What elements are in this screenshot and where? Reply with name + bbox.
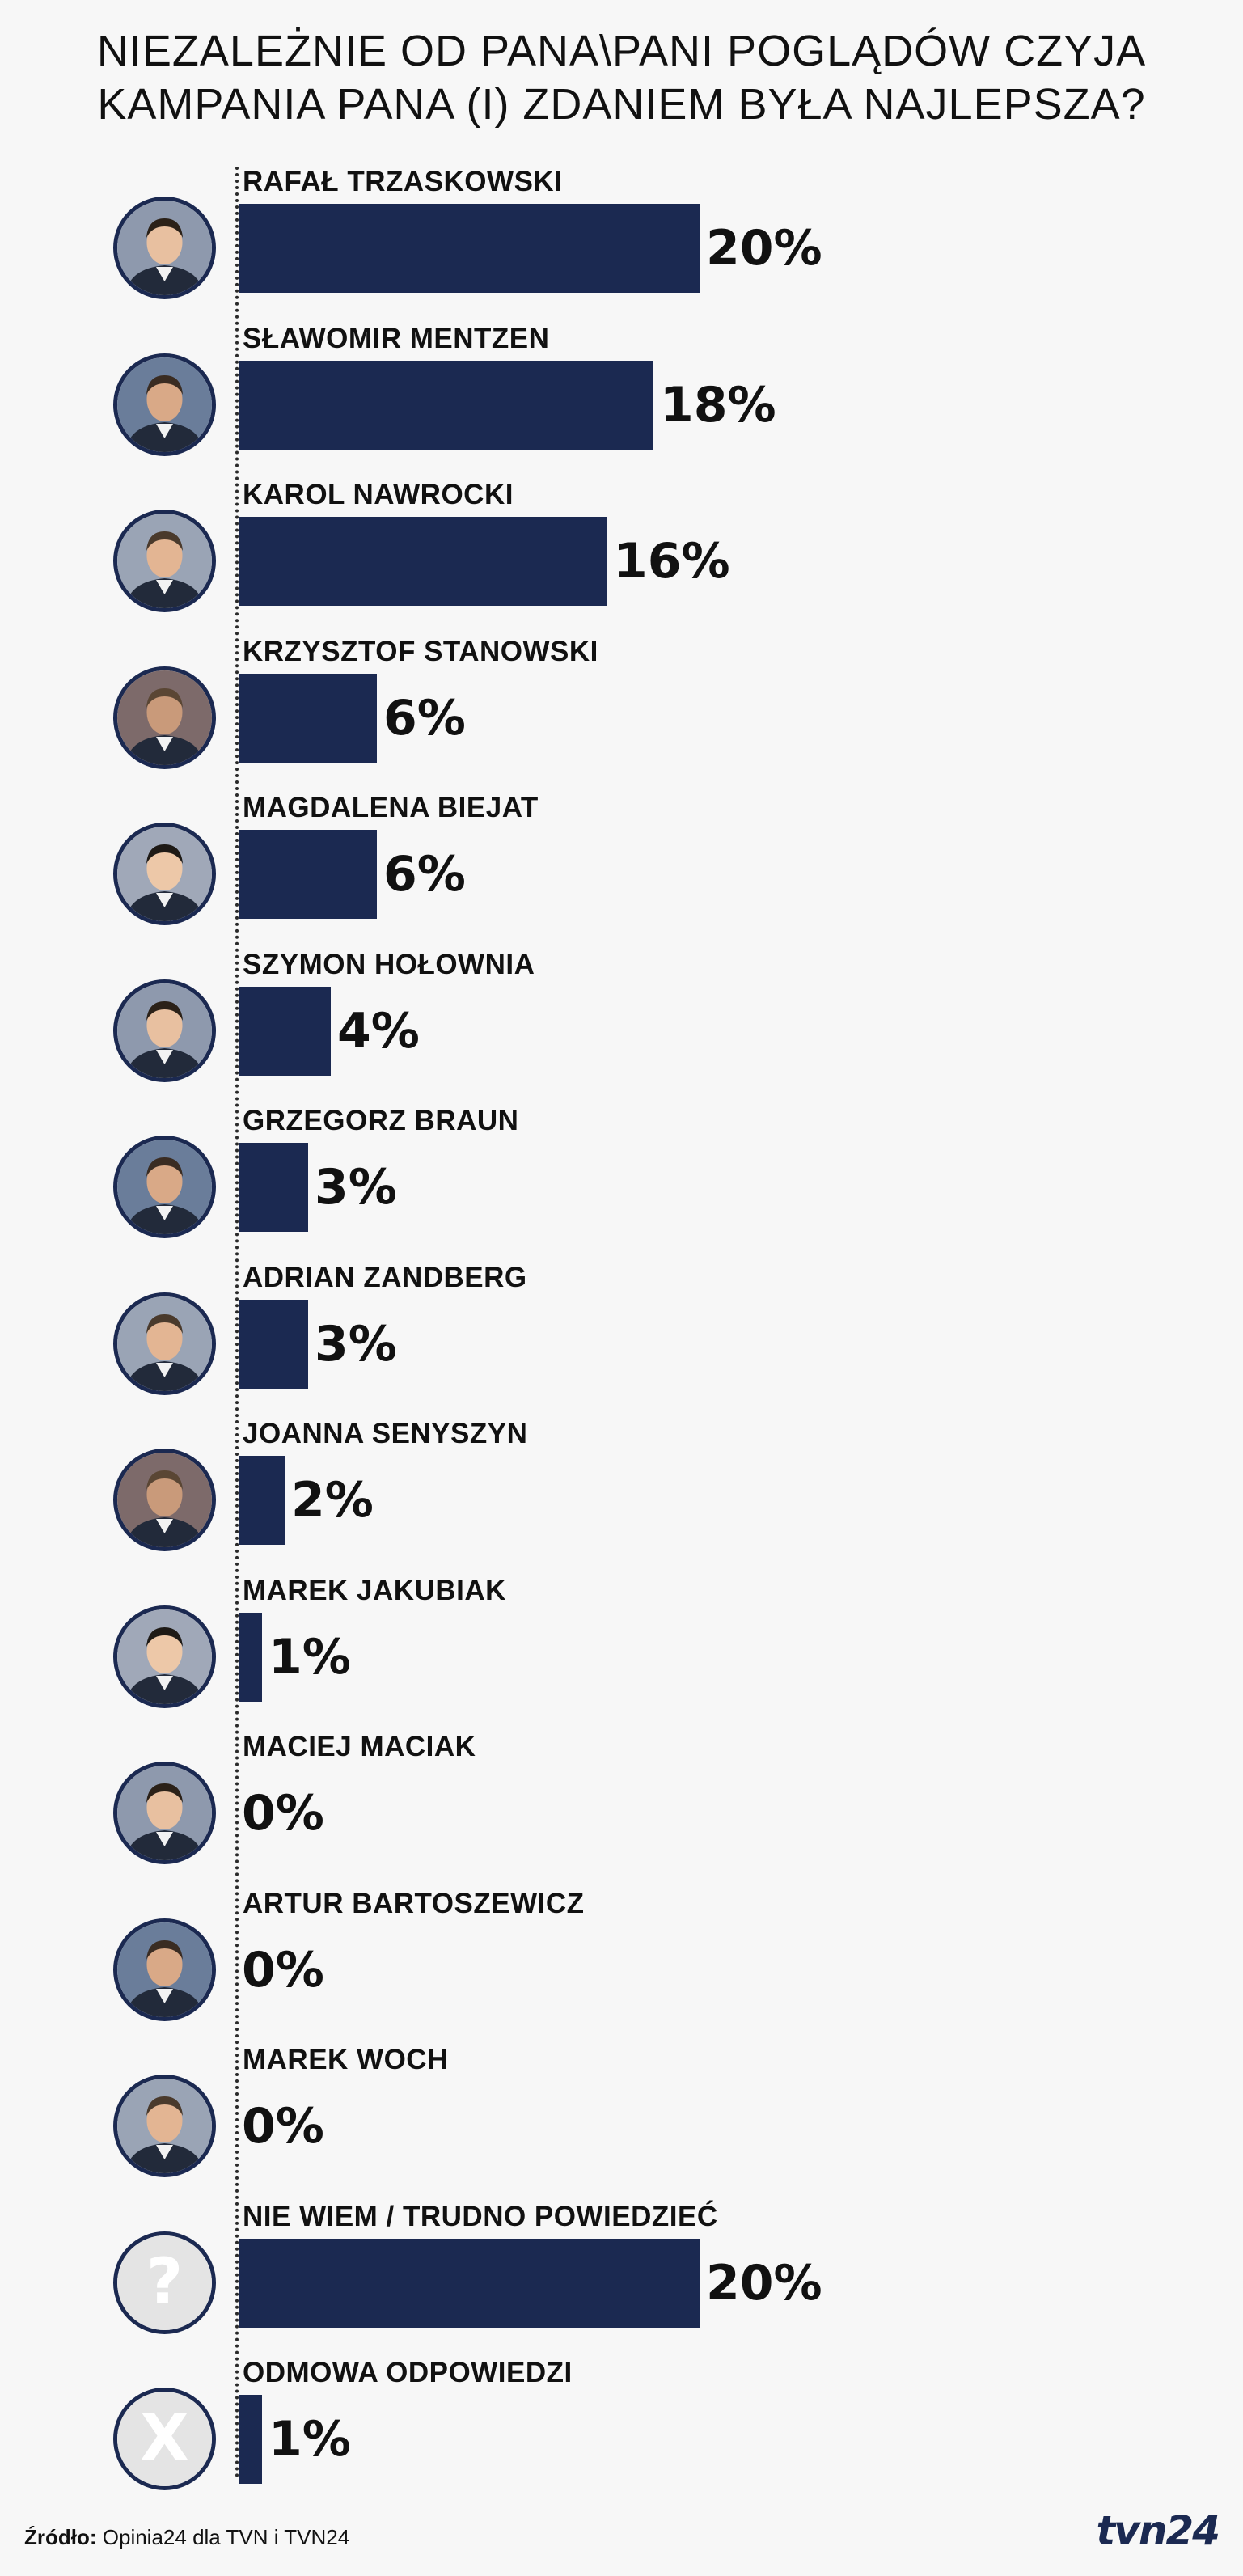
- chart-row: MAGDALENA BIEJAT 6%: [0, 792, 1243, 945]
- data-label: 16%: [614, 533, 730, 590]
- bar: [239, 986, 331, 1076]
- candidate-avatar: [113, 666, 216, 769]
- candidate-avatar: [113, 1918, 216, 2021]
- category-label: MAGDALENA BIEJAT: [243, 792, 539, 823]
- svg-text:X: X: [140, 2402, 188, 2475]
- category-label: NIE WIEM / TRUDNO POWIEDZIEĆ: [243, 2200, 718, 2232]
- svg-text:?: ?: [146, 2246, 183, 2319]
- chart-row: JOANNA SENYSZYN 2%: [0, 1418, 1243, 1571]
- source-text: Opinia24 dla TVN i TVN24: [102, 2525, 350, 2549]
- chart-row: KAROL NAWROCKI 16%: [0, 479, 1243, 632]
- bar: [239, 830, 377, 919]
- candidate-avatar: [113, 1605, 216, 1708]
- bar: [239, 1299, 308, 1389]
- data-label: 6%: [383, 689, 466, 747]
- candidate-avatar: [113, 1136, 216, 1238]
- category-label: KRZYSZTOF STANOWSKI: [243, 635, 598, 667]
- candidate-avatar: [113, 1762, 216, 1864]
- category-label: MACIEJ MACIAK: [243, 1731, 476, 1762]
- chart-row: MAREK WOCH 0%: [0, 2044, 1243, 2197]
- candidate-avatar: [113, 2075, 216, 2177]
- chart-row: GRZEGORZ BRAUN 3%: [0, 1105, 1243, 1258]
- data-label: 2%: [291, 1472, 374, 1529]
- chart-row: ARTUR BARTOSZEWICZ 0%: [0, 1888, 1243, 2041]
- category-label: GRZEGORZ BRAUN: [243, 1105, 519, 1136]
- chart-row: ? NIE WIEM / TRUDNO POWIEDZIEĆ 20%: [0, 2201, 1243, 2354]
- bar: [239, 2238, 700, 2328]
- chart-row: X ODMOWA ODPOWIEDZI 1%: [0, 2357, 1243, 2510]
- data-label: 6%: [383, 846, 466, 903]
- data-label: 20%: [706, 220, 822, 277]
- source-note: Źródło: Opinia24 dla TVN i TVN24: [24, 2525, 349, 2550]
- chart-row: RAFAŁ TRZASKOWSKI 20%: [0, 166, 1243, 319]
- data-label: 3%: [315, 1315, 397, 1373]
- chart-row: SŁAWOMIR MENTZEN 18%: [0, 323, 1243, 476]
- source-label: Źródło:: [24, 2525, 97, 2549]
- category-label: JOANNA SENYSZYN: [243, 1418, 528, 1449]
- bar: [239, 360, 653, 450]
- title-line-2: KAMPANIA PANA (I) ZDANIEM BYŁA NAJLEPSZA…: [97, 80, 1146, 129]
- bar: [239, 2395, 262, 2484]
- chart-row: ADRIAN ZANDBERG 3%: [0, 1262, 1243, 1415]
- chart-row: KRZYSZTOF STANOWSKI 6%: [0, 636, 1243, 789]
- bar: [239, 1612, 262, 1702]
- data-label: 18%: [660, 376, 776, 434]
- data-label: 4%: [337, 1002, 420, 1060]
- tvn24-logo: tvn24: [1096, 2507, 1220, 2554]
- category-label: MAREK JAKUBIAK: [243, 1574, 506, 1606]
- chart-row: MAREK JAKUBIAK 1%: [0, 1575, 1243, 1728]
- category-label: SZYMON HOŁOWNIA: [243, 948, 535, 980]
- category-label: ADRIAN ZANDBERG: [243, 1261, 527, 1293]
- bar: [239, 1143, 308, 1232]
- chart-row: MACIEJ MACIAK 0%: [0, 1731, 1243, 1884]
- bar: [239, 517, 607, 606]
- category-label: ARTUR BARTOSZEWICZ: [243, 1887, 585, 1919]
- title-line-1: NIEZALEŻNIE OD PANA\PANI POGLĄDÓW CZYJA: [96, 27, 1147, 75]
- candidate-avatar: [113, 823, 216, 925]
- data-label: 1%: [268, 1628, 351, 1686]
- axis-dotted-line: [235, 167, 239, 2480]
- candidate-avatar: [113, 353, 216, 456]
- x-mark-icon: X: [113, 2388, 216, 2490]
- chart-title: NIEZALEŻNIE OD PANA\PANI POGLĄDÓW CZYJA …: [0, 24, 1243, 131]
- question-mark-icon: ?: [113, 2231, 216, 2334]
- bar: [239, 673, 377, 763]
- category-label: RAFAŁ TRZASKOWSKI: [243, 166, 563, 197]
- candidate-avatar: [113, 979, 216, 1082]
- bar: [239, 1456, 285, 1545]
- data-label: 0%: [242, 1941, 324, 1999]
- candidate-avatar: [113, 1292, 216, 1395]
- chart-row: SZYMON HOŁOWNIA 4%: [0, 949, 1243, 1102]
- candidate-avatar: [113, 1449, 216, 1551]
- category-label: SŁAWOMIR MENTZEN: [243, 322, 550, 354]
- data-label: 20%: [706, 2254, 822, 2312]
- candidate-avatar: [113, 197, 216, 299]
- category-label: MAREK WOCH: [243, 2044, 448, 2075]
- data-label: 3%: [315, 1159, 397, 1216]
- bar: [239, 204, 700, 293]
- candidate-avatar: [113, 510, 216, 612]
- category-label: ODMOWA ODPOWIEDZI: [243, 2357, 573, 2388]
- data-label: 0%: [242, 1785, 324, 1842]
- data-label: 0%: [242, 2098, 324, 2155]
- data-label: 1%: [268, 2411, 351, 2468]
- category-label: KAROL NAWROCKI: [243, 479, 514, 510]
